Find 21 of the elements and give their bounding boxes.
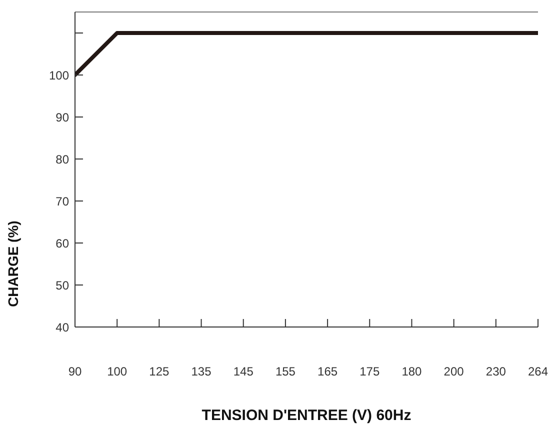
y-axis-title: CHARGE (%) (5, 220, 21, 307)
x-tick-label: 165 (318, 364, 338, 379)
y-tick-label: 90 (56, 110, 70, 124)
y-tick-label: 70 (56, 194, 70, 208)
y-tick-label: 80 (56, 152, 70, 166)
y-tick-label: 100 (48, 68, 70, 82)
y-tick-label: 60 (56, 236, 70, 250)
x-tick-label: 100 (107, 364, 128, 379)
x-tick-label: 125 (149, 364, 170, 379)
x-tick-label: 175 (360, 364, 380, 379)
x-tick-label: 200 (444, 364, 464, 379)
x-axis-title: TENSION D'ENTREE (V) 60Hz (202, 407, 412, 424)
y-tick-label: 40 (56, 320, 70, 334)
x-tick-label: 135 (191, 364, 212, 379)
x-tick-label: 180 (402, 364, 422, 379)
x-tick-label: 155 (275, 364, 296, 379)
x-tick-label: 145 (233, 364, 254, 379)
y-tick-label: 50 (56, 278, 70, 292)
x-tick-label: 264 (528, 364, 548, 379)
x-tick-label: 90 (68, 364, 82, 379)
x-tick-label: 230 (486, 364, 506, 379)
